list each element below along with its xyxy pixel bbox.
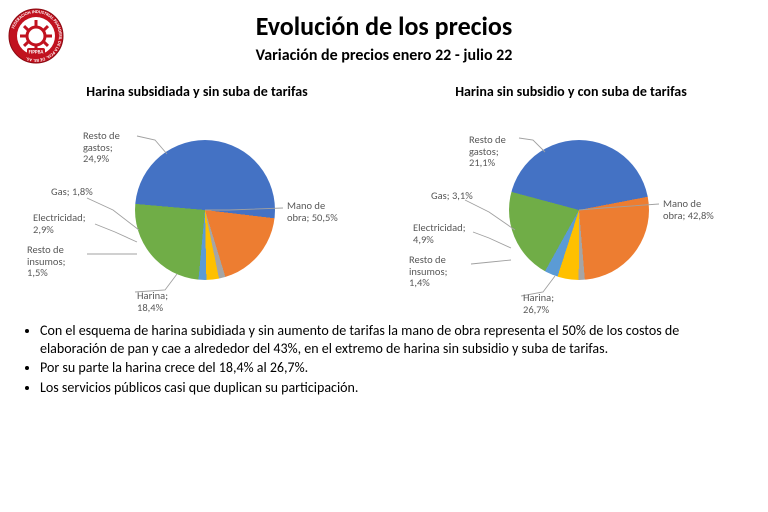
slice-label: Electricidad;4,9%: [413, 222, 466, 245]
slice-label: Mano deobra; 42,8%: [663, 198, 714, 221]
page-title: Evolución de los precios: [0, 0, 768, 42]
chart-right-area: Mano deobra; 42,8% Harina;26,7% Resto dein…: [391, 104, 751, 314]
slice-label: Harina;26,7%: [523, 292, 554, 315]
page-subtitle: Variación de precios enero 22 - julio 22: [0, 46, 768, 65]
pie-chart: [509, 140, 649, 280]
chart-left-area: Mano deobra; 50,5% Harina;18,4% Resto dein…: [17, 104, 377, 314]
slice-label: Resto degastos;24,9%: [83, 130, 120, 165]
pie-chart: [135, 140, 275, 280]
slice-label: Resto deinsumos;1,4%: [409, 254, 447, 289]
chart-right-title: Harina sin subsidio y con suba de tarifa…: [391, 83, 751, 100]
chart-right: Harina sin subsidio y con suba de tarifa…: [391, 83, 751, 314]
note-item: Los servicios públicos casi que duplican…: [40, 379, 740, 397]
slice-label: Resto deinsumos;1,5%: [27, 244, 65, 279]
note-item: Con el esquema de harina subidiada y sin…: [40, 322, 740, 357]
slice-label: Gas; 1,8%: [51, 186, 93, 198]
charts-row: Harina subsidiada y sin suba de tarifas …: [0, 83, 768, 314]
org-logo: FEDERACION INDUSTRIAL PANADERIL DE LA PC…: [8, 8, 64, 64]
slice-label: Mano deobra; 50,5%: [287, 200, 338, 223]
logo-acronym: FIPPBA: [29, 50, 45, 56]
chart-left-title: Harina subsidiada y sin suba de tarifas: [17, 83, 377, 100]
note-item: Por su parte la harina crece del 18,4% a…: [40, 359, 740, 377]
slice-label: Gas; 3,1%: [431, 190, 473, 202]
slice-label: Electricidad;2,9%: [33, 212, 86, 235]
slice-label: Resto degastos;21,1%: [469, 134, 506, 169]
notes-list: Con el esquema de harina subidiada y sin…: [0, 322, 768, 396]
chart-left: Harina subsidiada y sin suba de tarifas …: [17, 83, 377, 314]
slice-label: Harina;18,4%: [137, 290, 168, 313]
